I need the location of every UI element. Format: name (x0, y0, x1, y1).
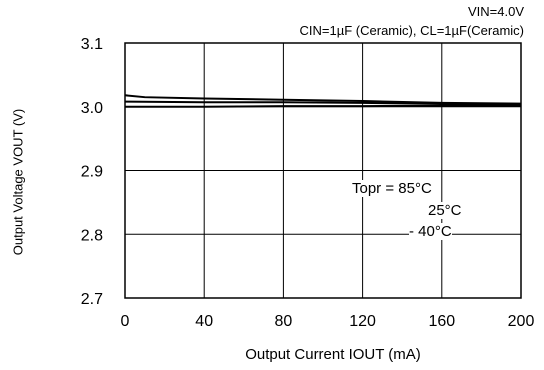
plot-frame (124, 42, 522, 299)
y-tick-label: 3.0 (81, 100, 103, 117)
series-line (125, 104, 521, 108)
annotation-minus40c: - 40°C (409, 223, 452, 240)
x-tick-label: 80 (275, 313, 293, 330)
y-tick-label: 2.9 (81, 164, 103, 181)
x-axis-label: Output Current IOUT (mA) (245, 346, 421, 363)
annotation-85c: Topr = 85°C (352, 180, 432, 197)
y-tick-label: 2.8 (81, 227, 103, 244)
x-tick-label: 0 (121, 313, 130, 330)
x-tick-label: 120 (349, 313, 376, 330)
x-tick-label: 200 (508, 313, 535, 330)
x-tick-label: 160 (428, 313, 455, 330)
y-tick-label: 2.7 (81, 291, 103, 308)
y-tick-label: 3.1 (81, 36, 103, 53)
condition-vin: VIN=4.0V (467, 4, 524, 19)
annotation-25c: 25°C (428, 202, 462, 219)
series-line (124, 100, 522, 106)
condition-capacitors: CIN=1µF (Ceramic), CL=1µF(Ceramic) (299, 23, 524, 38)
y-axis-label: Output Voltage VOUT (V) (10, 108, 26, 256)
x-tick-label: 40 (195, 313, 213, 330)
